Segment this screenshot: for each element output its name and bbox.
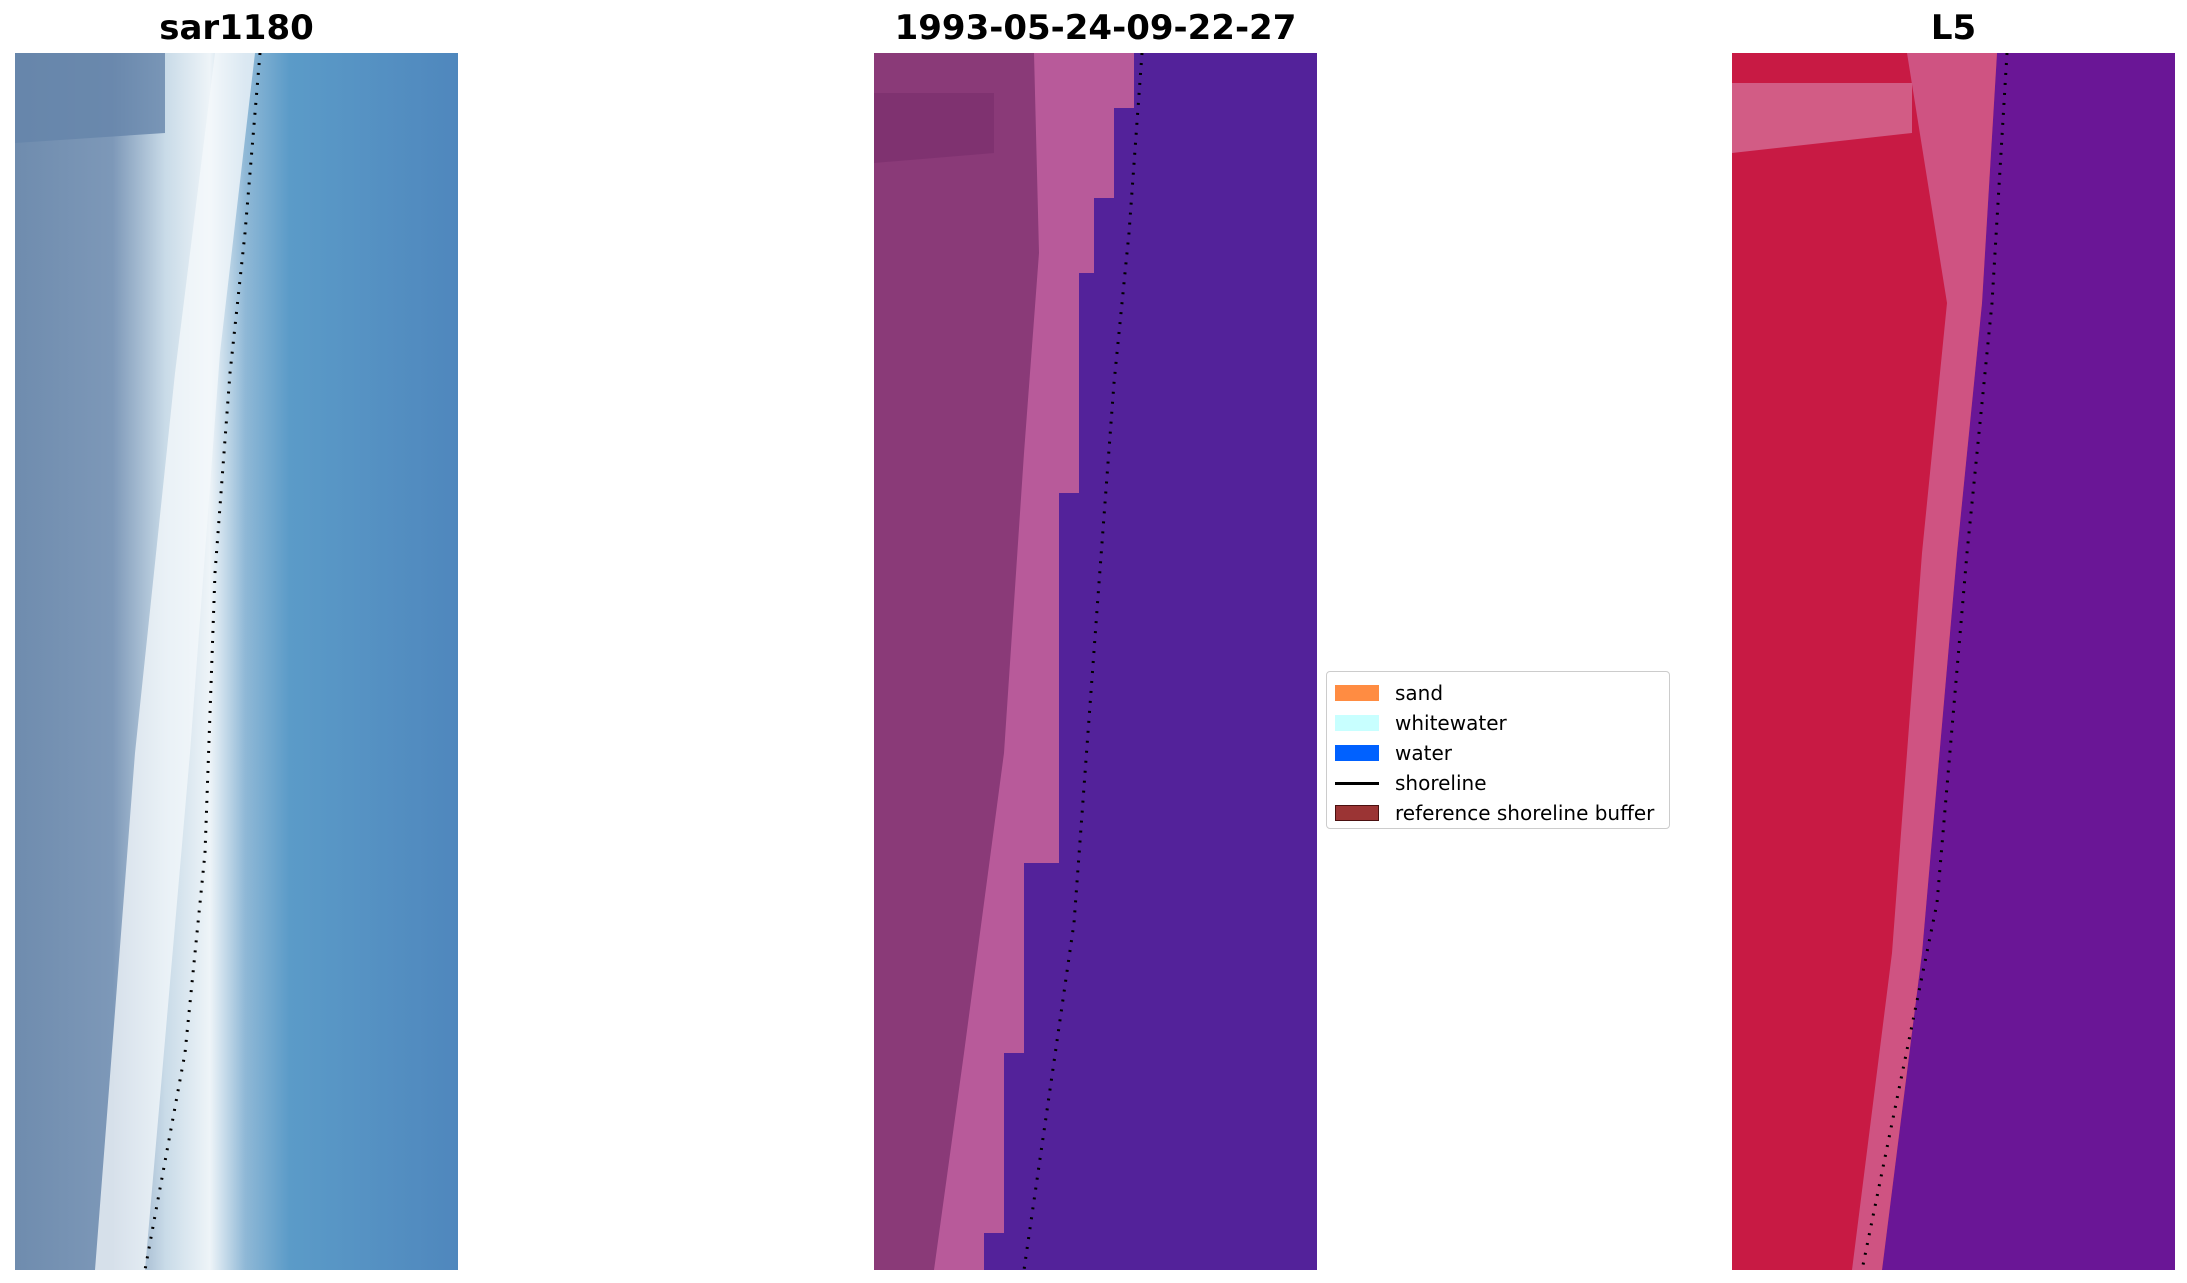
legend-label: sand: [1395, 681, 1444, 705]
legend-label: shoreline: [1395, 771, 1487, 795]
legend-item-sand: sand: [1335, 680, 1443, 706]
shoreline-dotted: [143, 53, 262, 1270]
legend-item-shoreline: shoreline: [1335, 770, 1487, 796]
shoreline-line-swatch: [1335, 781, 1379, 785]
classified-image-panel: [874, 53, 1317, 1270]
beach-whitewash-zone: [85, 53, 255, 1270]
rgb-image: [15, 53, 458, 1270]
legend: sand whitewater water shoreline referenc…: [1326, 671, 1670, 829]
legend-item-water: water: [1335, 740, 1452, 766]
beach-class-region: [934, 53, 1134, 1270]
panel-title-rgb: sar1180: [159, 8, 314, 48]
swir-beach-band: [1852, 53, 1997, 1270]
swir-image-panel: [1732, 53, 2175, 1270]
swir-land-region: [1732, 53, 1997, 1270]
rgb-image-panel: [15, 53, 458, 1270]
legend-label: whitewater: [1395, 711, 1507, 735]
reference-buffer-swatch: [1335, 805, 1379, 821]
sand-swatch: [1335, 685, 1379, 701]
shoreline-dotted: [1022, 53, 1144, 1270]
whitewater-swatch: [1335, 715, 1379, 731]
shoreline-dotted: [1860, 53, 2009, 1270]
water-swatch: [1335, 745, 1379, 761]
legend-item-whitewater: whitewater: [1335, 710, 1507, 736]
panel-title-swir: L5: [1930, 8, 1977, 48]
legend-label: reference shoreline buffer: [1395, 801, 1655, 825]
panel-title-classified: 1993-05-24-09-22-27: [894, 8, 1297, 48]
legend-item-reference-buffer: reference shoreline buffer: [1335, 800, 1654, 826]
legend-label: water: [1395, 741, 1452, 765]
